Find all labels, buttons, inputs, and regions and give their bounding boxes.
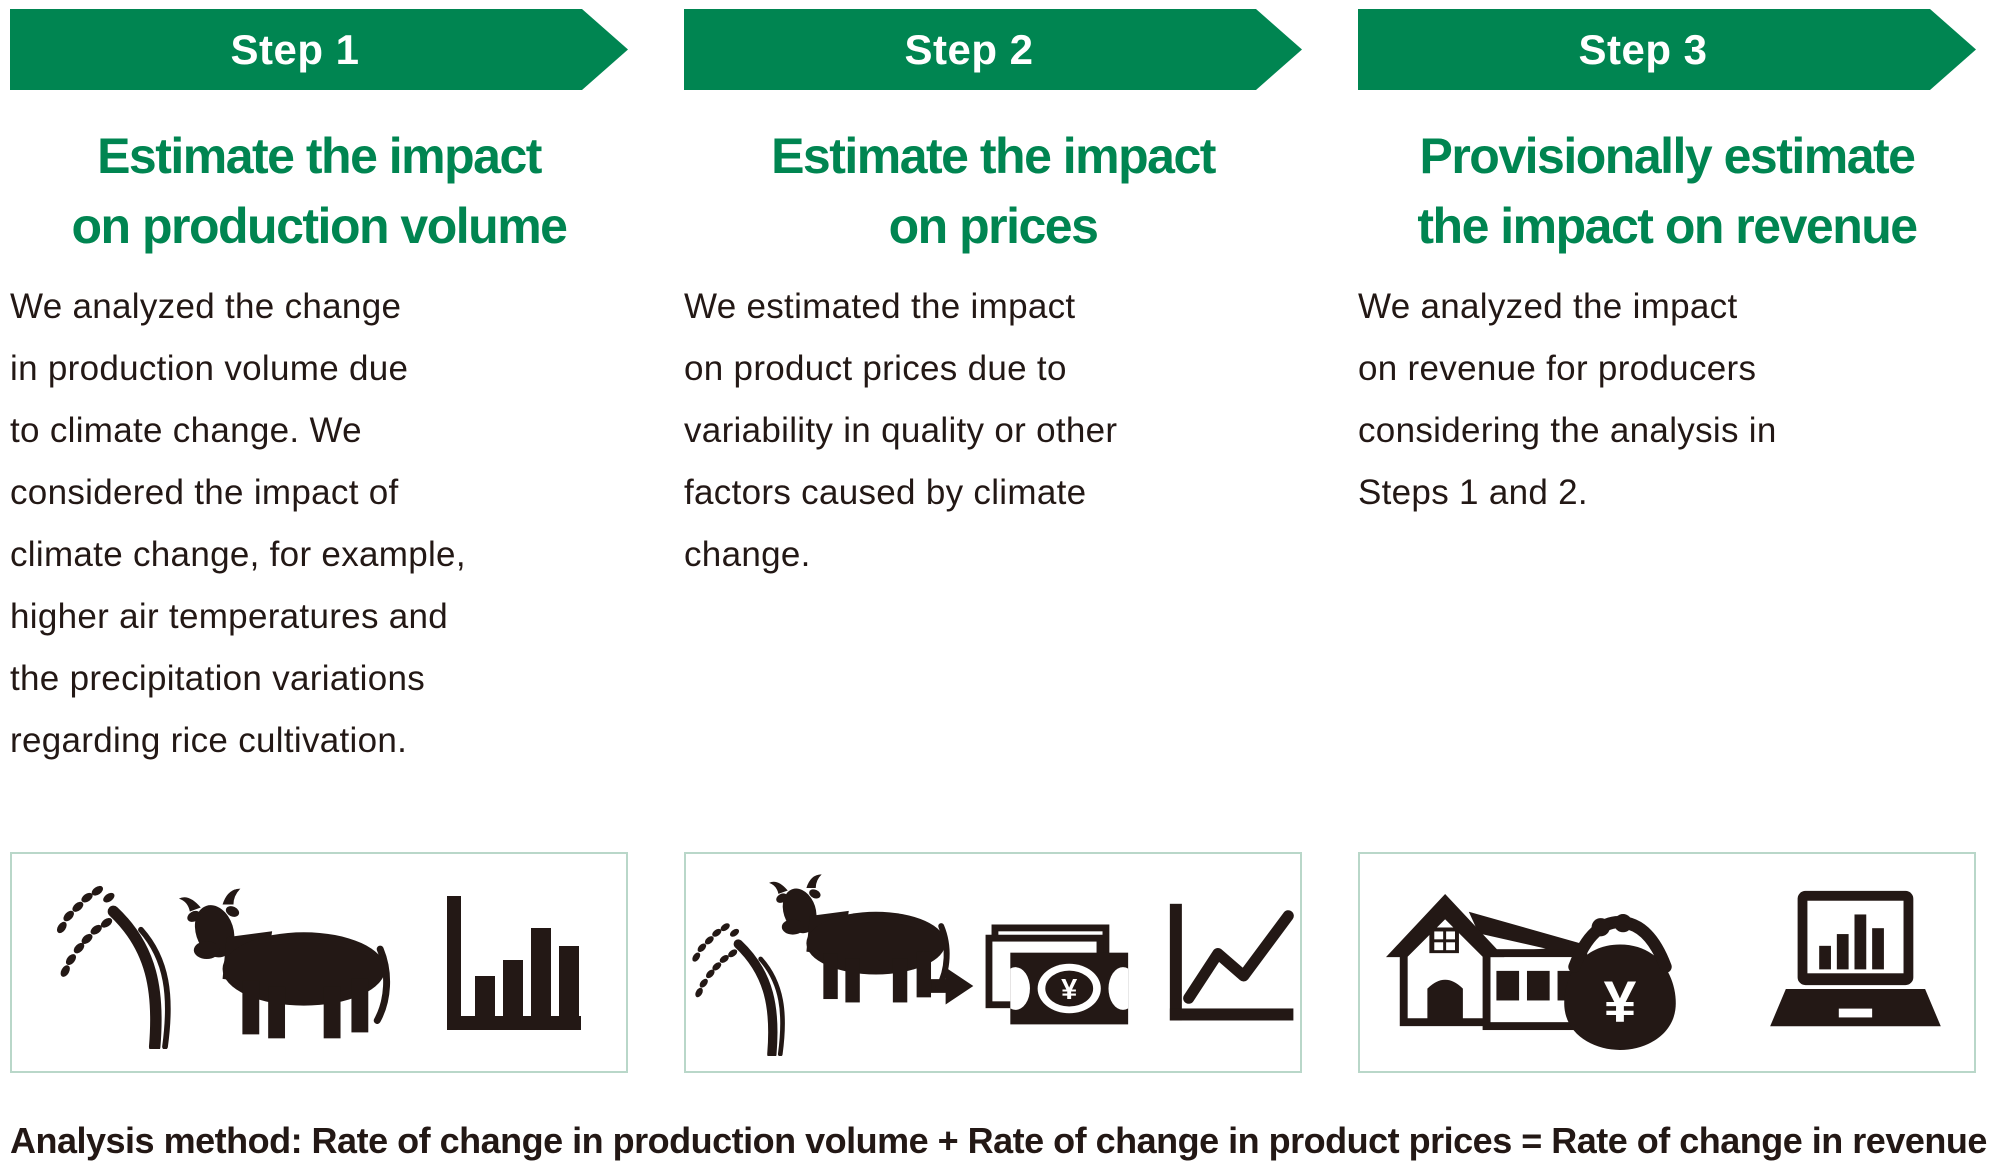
cow-icon	[178, 888, 391, 1038]
rice-plant-icon	[692, 922, 785, 1056]
rice-plant-icon	[56, 885, 171, 1049]
step-2-heading: Estimate the impact on prices	[771, 128, 1216, 254]
step-2-column: Step 2 Estimate the impact on prices We …	[684, 9, 1302, 1079]
analysis-method-text: Analysis method: Rate of change in produ…	[10, 1120, 1987, 1161]
step-2-icon-box: ¥	[684, 852, 1302, 1073]
cow-icon	[769, 873, 950, 1002]
rice-and-cow-group	[686, 870, 950, 1056]
banknotes-yen-icon: ¥	[985, 923, 1129, 1024]
bar-chart-icon	[447, 895, 581, 1030]
step-2-body: We estimated the impact on product price…	[684, 287, 1118, 574]
step-3-banner-label: Step 3	[1578, 25, 1708, 73]
step-1-banner-label: Step 1	[230, 25, 360, 73]
step-1-icon-box	[10, 852, 628, 1073]
step-1-column: Step 1 Estimate the impact on production…	[10, 9, 628, 1079]
money-pouch-yen-icon: ¥	[1564, 913, 1676, 1050]
farmhouse-icon	[1385, 893, 1588, 1031]
line-chart-icon	[1169, 903, 1294, 1020]
steps-columns: Step 1 Estimate the impact on production…	[10, 9, 1976, 1079]
step-3-icon-box: ¥	[1358, 852, 1976, 1073]
step-1-body: We analyzed the change in production vol…	[10, 287, 466, 760]
yen-symbol: ¥	[1604, 969, 1637, 1034]
step-1-banner: Step 1	[10, 9, 628, 90]
step-3-column: Step 3 Provisionally estimate the impact…	[1358, 9, 1976, 1079]
step-2-banner: Step 2	[684, 9, 1302, 90]
step-1-heading: Estimate the impact on production volume	[71, 128, 568, 254]
arrow-right-icon	[921, 967, 974, 1004]
step-3-banner: Step 3	[1358, 9, 1976, 90]
step-2-banner-label: Step 2	[904, 25, 1034, 73]
laptop-bar-chart-icon	[1770, 890, 1941, 1026]
step-3-heading: Provisionally estimate the impact on rev…	[1417, 128, 1918, 254]
step-3-body: We analyzed the impact on revenue for pr…	[1358, 287, 1777, 512]
yen-symbol: ¥	[1062, 973, 1079, 1005]
